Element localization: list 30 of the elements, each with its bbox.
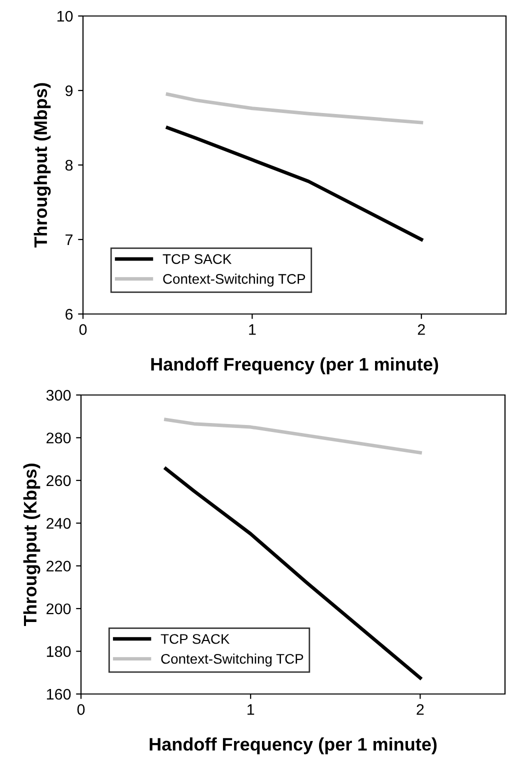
x-axis-title: Handoff Frequency (per 1 minute) bbox=[150, 737, 437, 754]
y-tick-label: 200 bbox=[46, 603, 71, 614]
y-axis-title: Throughput (Kbps) bbox=[23, 464, 40, 626]
y-tick-label: 7 bbox=[66, 234, 73, 246]
line-series bbox=[164, 418, 422, 454]
y-tick-label: 260 bbox=[46, 475, 71, 486]
y-tick-label: 9 bbox=[66, 85, 73, 96]
x-tick-label: 1 bbox=[248, 704, 254, 715]
x-tick-label: 2 bbox=[416, 704, 424, 715]
legend-label: TCP SACK bbox=[162, 254, 232, 264]
y-tick-label: 6 bbox=[66, 308, 73, 320]
legend-label: TCP SACK bbox=[160, 634, 230, 644]
x-tick-label: 0 bbox=[77, 704, 85, 715]
y-tick-label: 160 bbox=[46, 688, 71, 700]
y-tick-label: 240 bbox=[46, 518, 71, 529]
y-tick-label: 220 bbox=[46, 560, 71, 572]
y-tick-label: 280 bbox=[46, 432, 71, 444]
y-tick-label: 8 bbox=[65, 160, 73, 171]
line-series bbox=[166, 92, 424, 124]
y-axis-title: Throughput (Mbps) bbox=[34, 83, 51, 248]
legend-label: Context-Switching TCP bbox=[161, 654, 304, 667]
x-tick-label: 0 bbox=[79, 324, 87, 335]
y-tick-label: 10 bbox=[57, 10, 73, 22]
x-tick-label: 1 bbox=[249, 324, 256, 335]
y-tick-label: 300 bbox=[46, 390, 71, 401]
x-tick-label: 2 bbox=[418, 324, 425, 335]
line-series bbox=[166, 126, 424, 242]
x-axis-title: Handoff Frequency (per 1 minute) bbox=[151, 357, 438, 374]
y-tick-label: 180 bbox=[46, 646, 71, 657]
legend-label: Context-Switching TCP bbox=[163, 274, 306, 287]
